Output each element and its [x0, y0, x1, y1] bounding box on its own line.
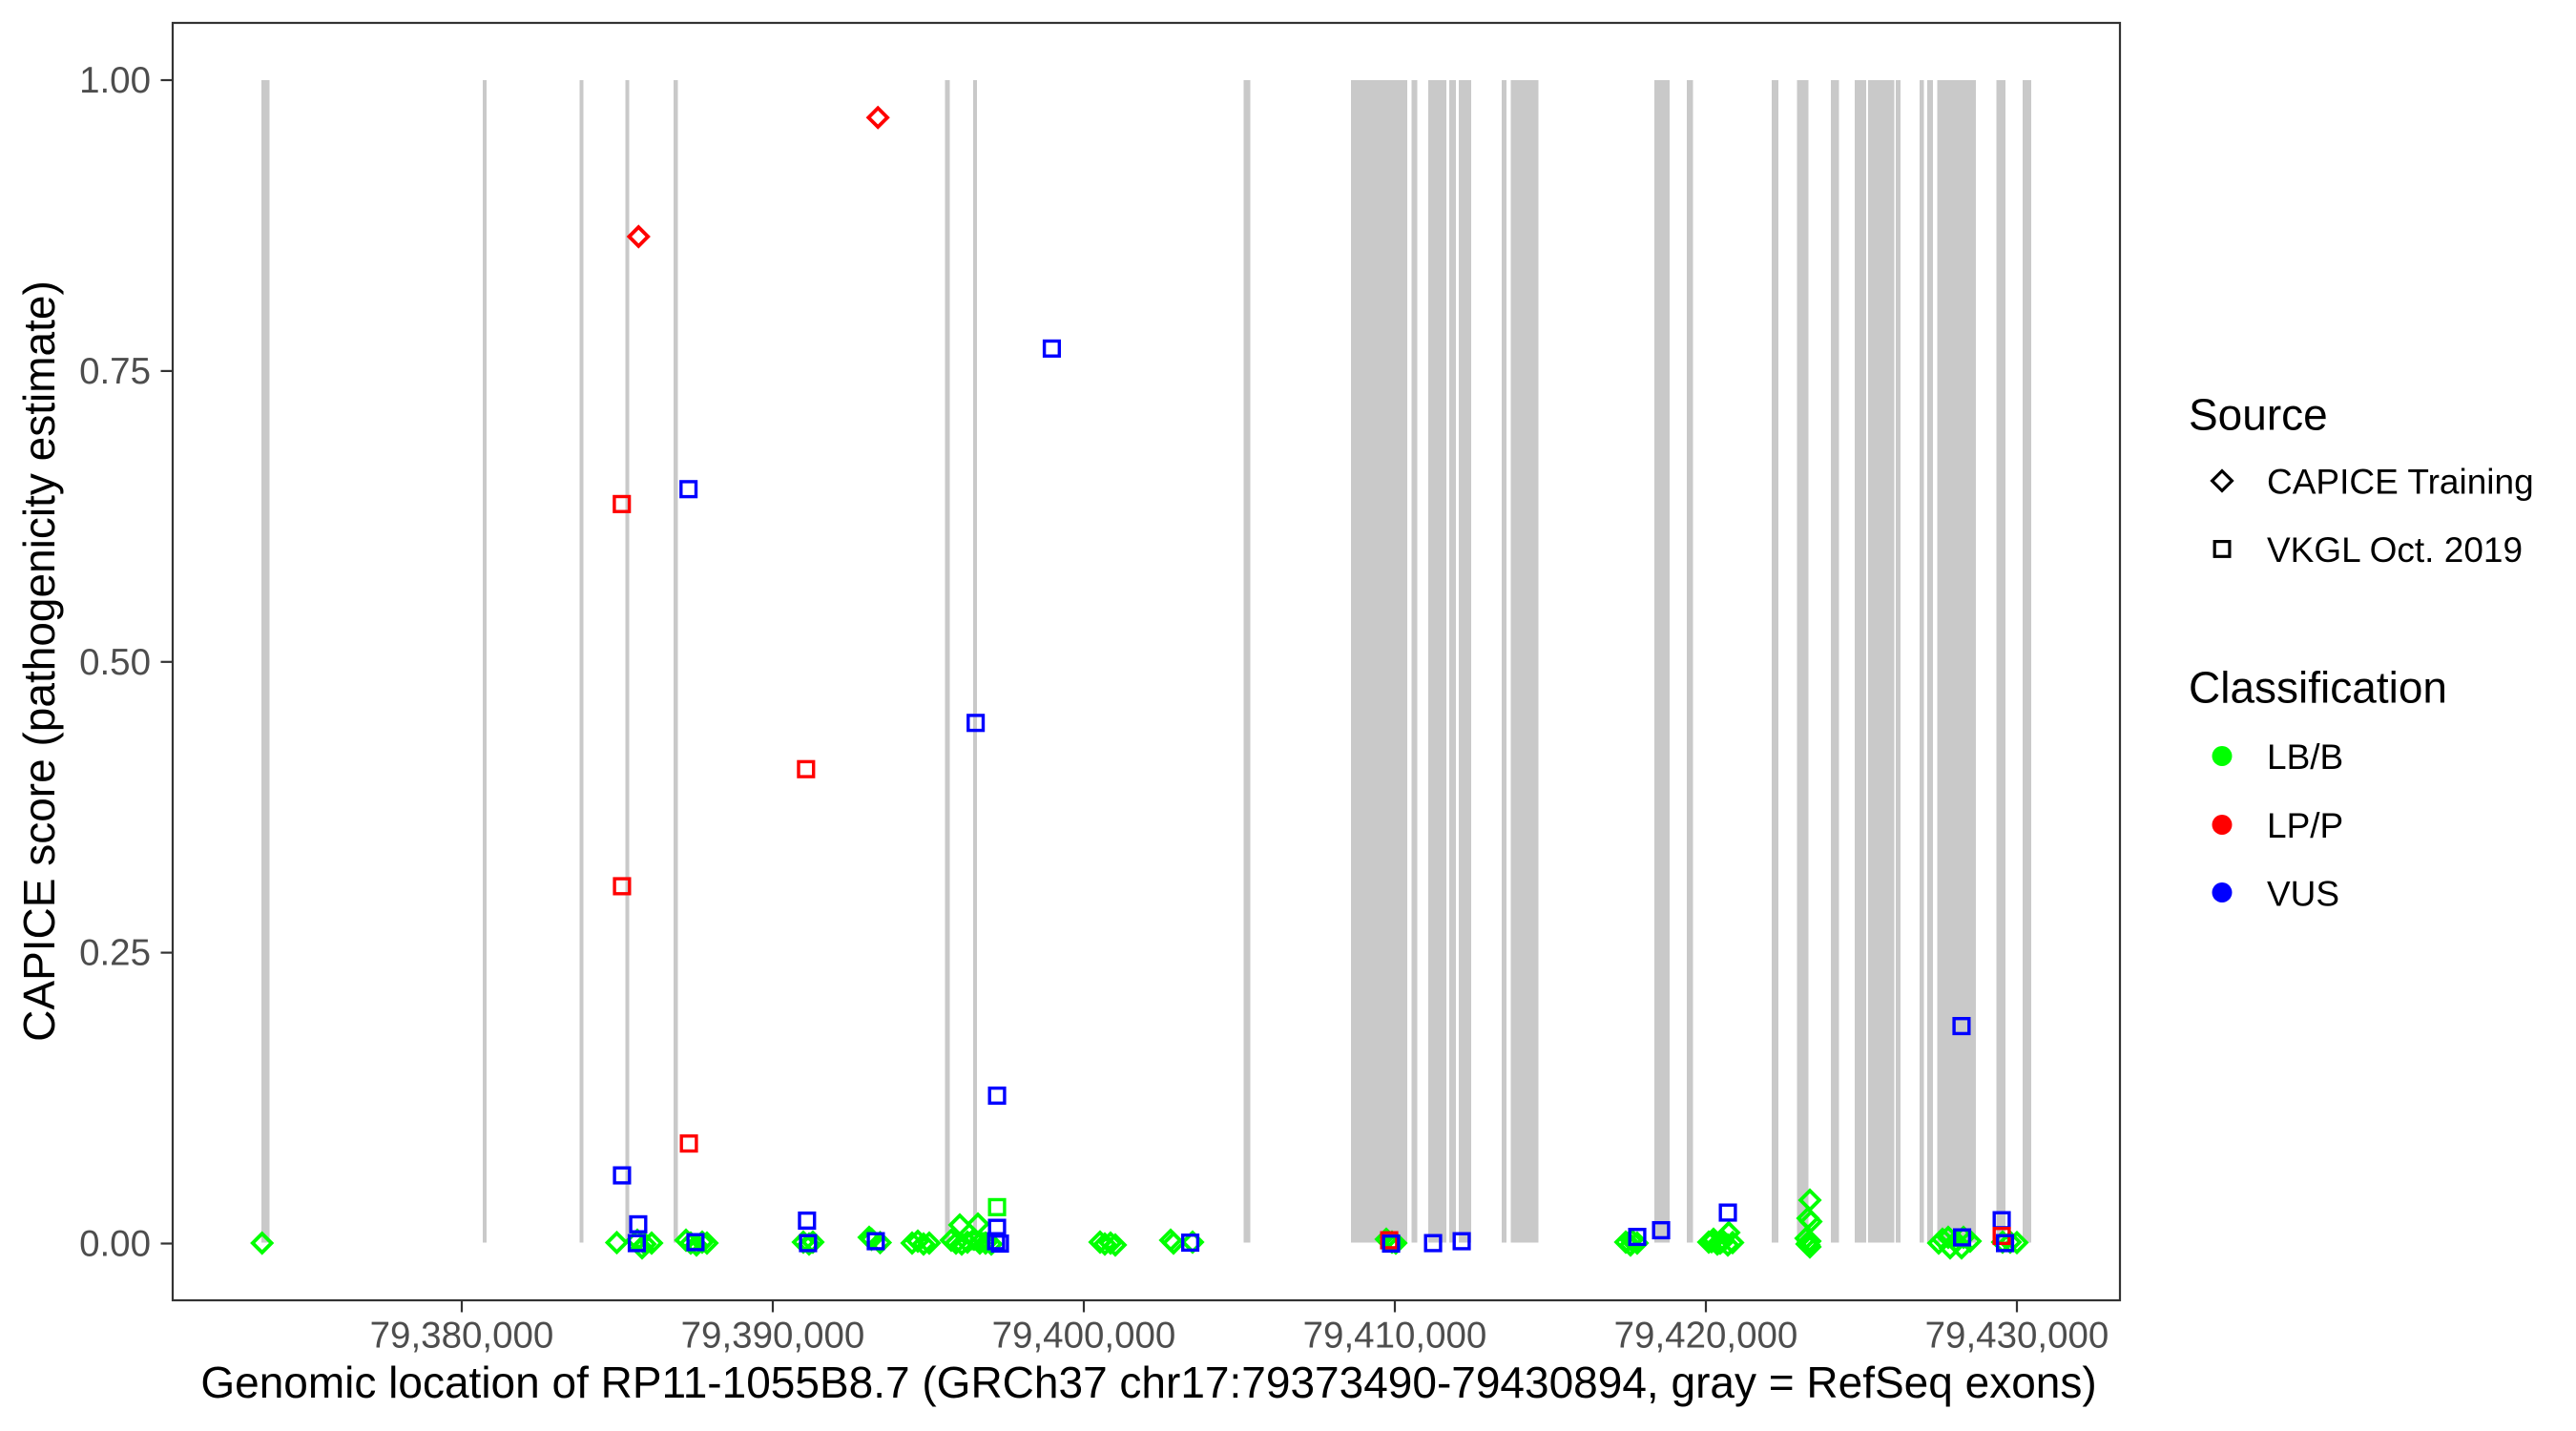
- svg-text:VUS: VUS: [2267, 875, 2339, 914]
- svg-text:0.25: 0.25: [79, 933, 151, 974]
- svg-text:VKGL Oct. 2019: VKGL Oct. 2019: [2267, 530, 2523, 570]
- svg-text:Source: Source: [2189, 390, 2328, 440]
- svg-text:CAPICE score (pathogenicity es: CAPICE score (pathogenicity estimate): [14, 280, 64, 1042]
- svg-text:CAPICE Training: CAPICE Training: [2267, 463, 2534, 502]
- svg-text:LP/P: LP/P: [2267, 806, 2343, 845]
- svg-text:0.50: 0.50: [79, 642, 151, 683]
- svg-text:Classification: Classification: [2189, 663, 2447, 713]
- svg-text:79,400,000: 79,400,000: [992, 1316, 1176, 1357]
- svg-text:79,380,000: 79,380,000: [370, 1316, 554, 1357]
- svg-text:0.00: 0.00: [79, 1224, 151, 1265]
- svg-text:79,430,000: 79,430,000: [1925, 1316, 2109, 1357]
- svg-text:79,390,000: 79,390,000: [681, 1316, 865, 1357]
- svg-text:LB/B: LB/B: [2267, 737, 2343, 777]
- svg-text:1.00: 1.00: [79, 60, 151, 101]
- svg-text:0.75: 0.75: [79, 351, 151, 392]
- svg-text:79,420,000: 79,420,000: [1614, 1316, 1798, 1357]
- svg-text:Genomic location of RP11-1055B: Genomic location of RP11-1055B8.7 (GRCh3…: [200, 1358, 2096, 1407]
- svg-text:79,410,000: 79,410,000: [1303, 1316, 1487, 1357]
